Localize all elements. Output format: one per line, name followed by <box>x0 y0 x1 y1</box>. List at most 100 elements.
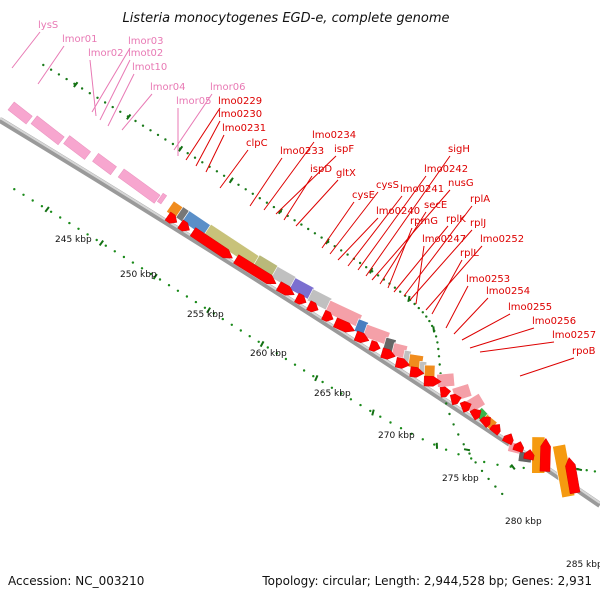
gene-label-line <box>337 217 379 261</box>
tick-dot <box>13 188 16 191</box>
gene-label-line <box>365 155 451 277</box>
cds-arrow <box>459 401 472 413</box>
cds-arrow <box>321 309 334 322</box>
tick-dot <box>239 329 242 332</box>
tick-dot <box>417 306 420 310</box>
gene-label: clpC <box>246 138 268 149</box>
tick-dot <box>265 201 269 204</box>
gene-label-line <box>91 47 131 113</box>
tick-dot <box>320 236 323 239</box>
tick-dot <box>436 341 439 344</box>
tick-dot <box>86 233 89 236</box>
tick-dot <box>65 77 68 81</box>
gene-label-line <box>99 59 131 121</box>
major-tick-mark <box>206 307 212 314</box>
gene-label-line <box>107 73 135 127</box>
tick-dot <box>379 415 382 418</box>
tick-dot <box>251 192 254 195</box>
gene-label-line <box>295 179 339 227</box>
tick-dot <box>257 340 260 343</box>
major-tick-mark <box>371 409 375 416</box>
tick-dot <box>496 463 499 466</box>
tick-dot <box>376 274 380 277</box>
tick-dot <box>585 469 588 472</box>
gene-label-line <box>185 107 221 161</box>
major-tick-mark <box>575 467 583 472</box>
tick-dot <box>149 129 152 132</box>
tick-dot <box>389 421 392 424</box>
tick-dot <box>293 363 297 366</box>
tick-dots <box>13 63 597 496</box>
tick-dot <box>167 284 171 287</box>
tick-dot <box>49 68 53 71</box>
cds-arrow <box>177 219 190 232</box>
gene-label: lmo0254 <box>486 286 530 297</box>
cds-arrow <box>275 281 295 296</box>
major-tick-mark <box>510 463 516 471</box>
tick-dot <box>457 453 460 456</box>
cds-arrow <box>294 292 307 305</box>
rna-gene-block <box>92 152 117 176</box>
major-tick-mark <box>435 442 439 449</box>
gene-label-line <box>479 341 555 353</box>
gene-label: cysE <box>352 190 375 201</box>
tick-dot <box>194 300 198 304</box>
gene-label-line <box>173 93 213 151</box>
tick-dot <box>68 221 71 225</box>
gene-label: cysS <box>376 180 399 191</box>
cds-arrow <box>164 211 178 224</box>
gene-label: lmo0241 <box>400 184 444 195</box>
gene-label: lmo0255 <box>508 302 552 313</box>
tick-dot <box>244 188 247 191</box>
tick-dot <box>593 470 597 473</box>
gene-label: lmot10 <box>132 62 167 73</box>
tick-dot <box>421 311 424 314</box>
tick-dot <box>171 142 175 146</box>
tick-dot <box>448 412 451 416</box>
tick-dot <box>445 402 448 405</box>
gene-label: nusG <box>448 178 474 189</box>
tick-dot <box>293 219 296 222</box>
major-tick-mark <box>98 239 104 247</box>
gene-label-line <box>357 175 427 271</box>
gene-label: lmo0231 <box>222 123 266 134</box>
cds-arrow <box>489 424 501 436</box>
gene-label-line <box>453 297 489 335</box>
rna-gene-block <box>63 135 91 160</box>
tick-dot <box>425 315 428 318</box>
tick-dot <box>470 457 473 460</box>
cds-arrow <box>565 457 581 495</box>
tick-dot <box>31 199 34 202</box>
cds-arrow <box>501 433 514 446</box>
gene-label: lysS <box>38 20 58 31</box>
tick-dot <box>258 197 261 200</box>
tick-dot <box>215 170 219 173</box>
gene-label-line <box>379 211 427 285</box>
tick-dot <box>468 452 471 455</box>
tick-dot <box>272 205 276 209</box>
tick-dot <box>131 261 135 264</box>
rna-gene-block <box>7 101 33 125</box>
major-tick-mark <box>463 448 471 452</box>
gene-label: gltX <box>336 168 356 179</box>
major-tick-mark <box>152 273 158 280</box>
gene-label: ispD <box>310 164 332 175</box>
tick-dot <box>266 346 269 349</box>
gene-label-line <box>329 191 379 255</box>
scale-label: 270 kbp <box>378 431 415 441</box>
cds-arrow <box>394 357 411 369</box>
rna-gene-track <box>7 101 168 205</box>
scale-labels: 245 kbp 250 kbp 255 kbp 260 kbp 265 kbp 270 k… <box>55 235 600 570</box>
gene-label-line <box>347 195 403 267</box>
tick-dot <box>275 352 278 355</box>
gene-labels: lysS lmor01 lmor03 lmor02 lmot02 lmot10 lmor04… <box>38 20 596 357</box>
cds-arrow <box>189 227 233 259</box>
tick-dot <box>49 210 53 213</box>
scale-label: 280 kbp <box>505 517 542 527</box>
tick-dot <box>501 492 504 496</box>
gene-label-line <box>461 313 511 341</box>
tick-dot <box>111 105 114 109</box>
gene-label: lmo0240 <box>376 206 420 217</box>
scale-label: 285 kbp <box>566 560 600 570</box>
tick-dot <box>428 319 431 323</box>
